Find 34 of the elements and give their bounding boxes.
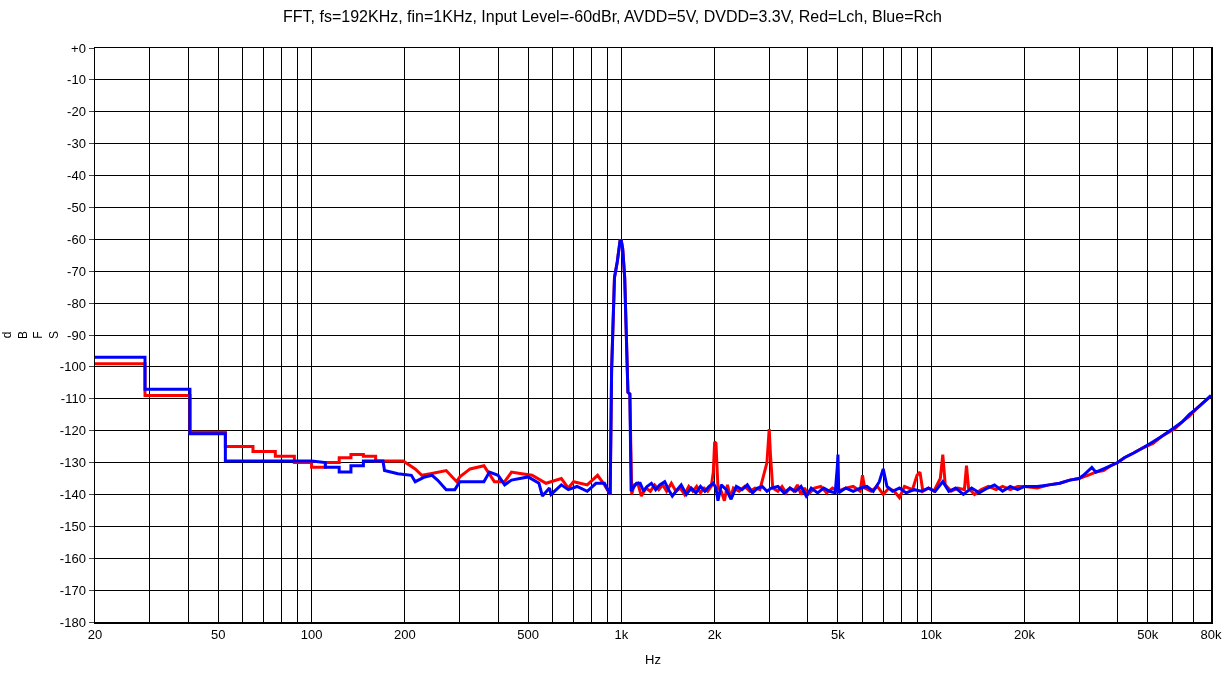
x-tick-label: 10k bbox=[920, 627, 943, 643]
y-tick-label: -40 bbox=[67, 168, 86, 184]
y-tick-label: -120 bbox=[59, 423, 86, 439]
y-tick-label: -20 bbox=[67, 104, 86, 120]
y-tick-label: +0 bbox=[71, 40, 86, 56]
x-tick-label: 20 bbox=[87, 627, 103, 643]
y-tick-label: -130 bbox=[59, 455, 86, 471]
y-tick-label: -80 bbox=[67, 295, 86, 311]
y-tick-label: -110 bbox=[60, 391, 86, 407]
x-tick-label: 5k bbox=[831, 627, 846, 643]
y-tick-label: -170 bbox=[59, 582, 86, 598]
y-tick-label: -150 bbox=[59, 518, 86, 534]
y-tick-label: -60 bbox=[67, 231, 86, 247]
x-tick-label: 1k bbox=[614, 627, 629, 643]
y-tick-label: -10 bbox=[67, 72, 86, 88]
x-tick-label: 2k bbox=[707, 627, 723, 643]
x-tick-label: 50k bbox=[1137, 627, 1159, 643]
x-tick-label: 20k bbox=[1013, 627, 1036, 643]
y-axis-title: dBFS bbox=[0, 330, 61, 340]
x-tick-label: 50 bbox=[211, 627, 226, 643]
y-tick-label: -70 bbox=[67, 263, 86, 279]
y-tick-label: -140 bbox=[59, 486, 86, 502]
y-tick-label: -50 bbox=[67, 199, 86, 215]
y-tick-label: -100 bbox=[59, 359, 86, 375]
y-tick-label: -160 bbox=[59, 550, 86, 566]
chart-title: FFT, fs=192KHz, fin=1KHz, Input Level=-60dBr, AVDD=5V, DVDD=3.3V, Red=Lch, Blue=Rch bbox=[283, 7, 942, 25]
x-axis-title: Hz bbox=[645, 652, 661, 668]
x-tick-label: 200 bbox=[393, 627, 416, 643]
x-tick-label: 500 bbox=[517, 627, 539, 643]
x-tick-label: 100 bbox=[300, 627, 323, 643]
y-tick-label: -180 bbox=[59, 614, 86, 630]
y-tick-label: -90 bbox=[67, 327, 86, 343]
x-tick-label: 80k bbox=[1200, 627, 1222, 643]
y-tick-label: -30 bbox=[67, 136, 86, 152]
